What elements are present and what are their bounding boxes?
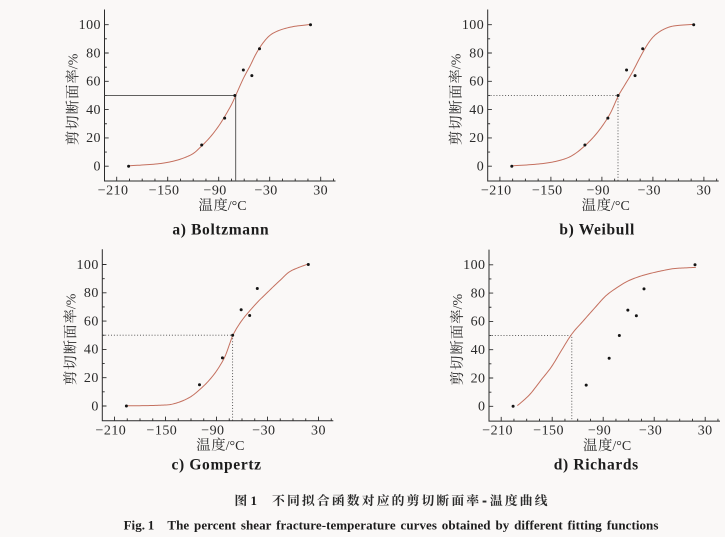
svg-text:−90: −90 [588,424,611,439]
svg-text:40: 40 [471,343,486,358]
svg-text:80: 80 [86,46,101,61]
svg-text:/°C: /°C [226,439,245,454]
svg-text:40: 40 [86,103,101,118]
svg-text:100: 100 [76,258,98,273]
svg-text:/°C: /°C [228,199,247,214]
svg-text:−90: −90 [201,423,224,438]
svg-text:b) Weibull: b) Weibull [559,222,635,239]
svg-text:−90: −90 [203,184,226,199]
svg-text:40: 40 [84,343,99,358]
svg-text:−30: −30 [254,184,277,199]
svg-text:c) Gompertz: c) Gompertz [171,456,261,473]
svg-text:20: 20 [86,131,101,146]
svg-text:−150: −150 [532,184,563,199]
svg-text:/°C: /°C [611,199,630,214]
svg-text:−210: −210 [481,184,512,199]
svg-text:−30: −30 [638,184,661,199]
svg-text:−210: −210 [482,424,513,439]
svg-text:0: 0 [478,400,485,415]
svg-text:−150: −150 [149,184,180,199]
svg-text:−30: −30 [252,423,275,438]
svg-text:/%: /% [67,53,82,69]
svg-text:30: 30 [313,184,328,199]
svg-text:30: 30 [698,424,713,439]
svg-text:d) Richards: d) Richards [554,456,639,473]
svg-text:Fig. 1 The percent shear frac: Fig. 1 The percent shear fracture-temper… [124,518,659,533]
svg-text:/%: /% [450,53,465,69]
svg-text:60: 60 [86,75,101,90]
svg-text:−210: −210 [98,184,129,199]
svg-text:80: 80 [84,286,99,301]
svg-text:a) Boltzmann: a) Boltzmann [172,222,269,239]
svg-text:20: 20 [469,131,484,146]
svg-text:40: 40 [469,103,484,118]
svg-text:0: 0 [94,160,101,175]
svg-text:100: 100 [463,258,485,273]
svg-text:30: 30 [311,423,326,438]
svg-text:−150: −150 [147,423,178,438]
svg-text:−150: −150 [533,424,564,439]
svg-text:20: 20 [84,371,99,386]
svg-text:/%: /% [451,294,466,310]
svg-text:60: 60 [84,314,99,329]
svg-text:30: 30 [696,184,711,199]
svg-text:80: 80 [471,286,486,301]
svg-text:1: 1 [251,493,258,508]
svg-text:0: 0 [91,399,98,414]
svg-text:100: 100 [79,18,101,33]
svg-text:−210: −210 [96,423,127,438]
svg-text:/%: /% [64,293,79,309]
svg-text:−90: −90 [587,184,610,199]
svg-text:60: 60 [469,75,484,90]
svg-text:100: 100 [462,18,484,33]
svg-text:80: 80 [469,46,484,61]
svg-text:20: 20 [471,371,486,386]
svg-text:60: 60 [471,315,486,330]
svg-text:0: 0 [477,160,484,175]
svg-text:/°C: /°C [612,439,631,454]
svg-text:−30: −30 [639,424,662,439]
